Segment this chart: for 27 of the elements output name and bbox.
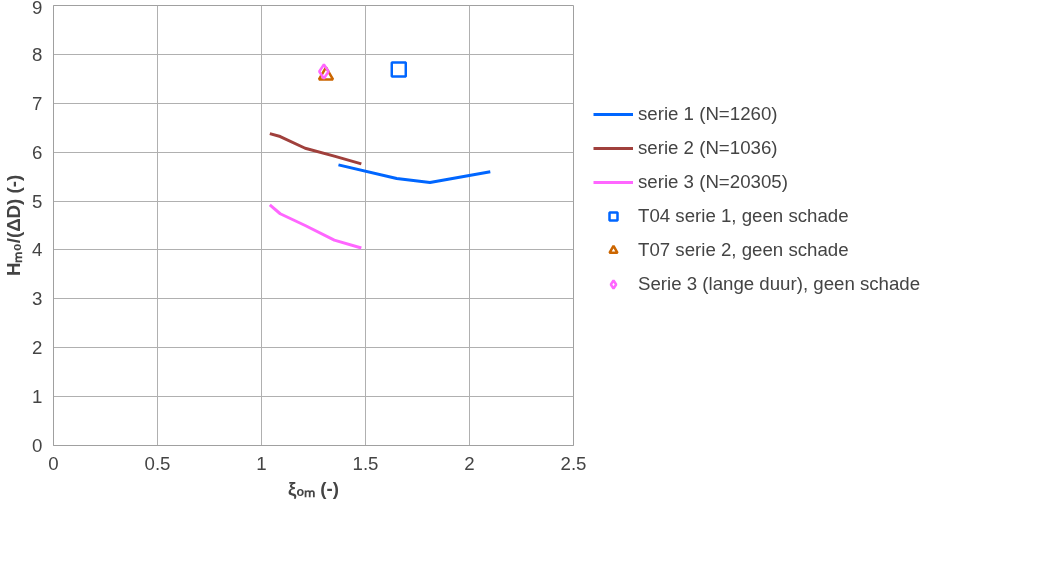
y-tick-label: 6 (32, 141, 43, 163)
y-tick-label: 1 (32, 386, 43, 408)
y-tick-label: 5 (32, 190, 43, 212)
legend-label: Serie 3 (lange duur), geen schade (638, 273, 921, 295)
line-series (336, 163, 492, 184)
legend-label: T04 serie 1, geen schade (638, 205, 849, 227)
x-tick-label: 1.5 (352, 452, 379, 474)
legend-label: serie 2 (N=1036) (638, 137, 778, 159)
line-series (268, 203, 363, 250)
x-tick-label: 0.5 (144, 452, 171, 474)
x-tick-label: 0 (48, 452, 59, 474)
y-tick-label: 9 (32, 0, 43, 18)
y-tick-label: 7 (32, 92, 43, 114)
y-tick-label: 2 (32, 337, 43, 359)
y-tick-label: 4 (32, 239, 43, 261)
legend-label: T07 serie 2, geen schade (638, 239, 849, 261)
legend-label: serie 3 (N=20305) (638, 171, 788, 193)
y-axis-title: Hₘ₀/(ΔD) (-) (3, 174, 25, 277)
legend-label: serie 1 (N=1260) (638, 103, 778, 125)
line-series (268, 132, 363, 166)
x-tick-label: 2.5 (560, 452, 587, 474)
x-tick-label: 2 (464, 452, 475, 474)
y-tick-label: 0 (32, 435, 43, 456)
x-tick-label: 1 (256, 452, 267, 474)
y-tick-label: 3 (32, 288, 43, 310)
y-tick-label: 8 (32, 43, 43, 65)
x-axis-title: ξₒₘ (-) (288, 477, 339, 500)
